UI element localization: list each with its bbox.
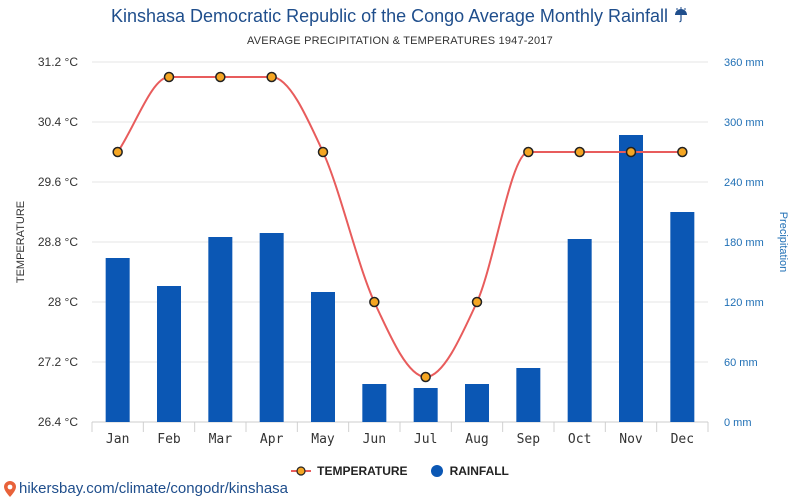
y-left-axis-title: TEMPERATURE [15, 201, 27, 283]
y-right-tick-label: 120 mm [724, 297, 764, 309]
axes: 31.2 °C 30.4 °C 29.6 °C 28.8 °C 28 °C 27.2 °C… [15, 55, 789, 447]
rainfall-bar[interactable] [516, 368, 541, 422]
x-tick-label: Nov [619, 432, 643, 447]
x-tick-label: Oct [568, 432, 591, 447]
temperature-point[interactable] [369, 296, 380, 308]
temperature-point[interactable] [317, 146, 329, 158]
rainfall-bar[interactable] [619, 135, 643, 422]
rainfall-bar[interactable] [259, 233, 284, 422]
temperature-point[interactable] [625, 146, 637, 158]
temperature-point[interactable] [677, 146, 688, 158]
temperature-point[interactable] [523, 146, 534, 158]
chart-subtitle: AVERAGE PRECIPITATION & TEMPERATURES 194… [247, 35, 553, 47]
x-tick-label: Jul [414, 432, 437, 447]
y-right-tick-label: 240 mm [724, 177, 764, 189]
y-right-axis-title: Precipitation [777, 212, 789, 273]
y-left-tick-label: 28 °C [48, 295, 78, 309]
legend-item-rainfall[interactable]: RAINFALL [430, 464, 509, 478]
legend-label-rainfall: RAINFALL [449, 464, 509, 478]
temperature-line-layer [112, 71, 688, 383]
umbrella-rain-icon [675, 7, 687, 23]
x-tick-label: May [311, 432, 335, 447]
x-tick-label: Dec [671, 432, 694, 447]
x-tick-label: Apr [260, 432, 284, 447]
rainfall-bar[interactable] [105, 258, 130, 422]
footer[interactable]: hikersbay.com/climate/congodr/kinshasa [4, 480, 288, 497]
rainfall-bar[interactable] [413, 388, 438, 422]
chart-title-text: Kinshasa Democratic Republic of the Cong… [111, 6, 668, 26]
rainfall-legend-icon [430, 465, 443, 477]
rainfall-bars [105, 135, 695, 422]
temperature-point[interactable] [471, 296, 483, 308]
rainfall-bar[interactable] [362, 384, 387, 422]
x-tick-label: Aug [465, 432, 488, 447]
temperature-legend-icon [291, 466, 312, 476]
chart-title: Kinshasa Democratic Republic of the Cong… [0, 6, 800, 27]
grid-layer [91, 61, 709, 432]
y-left-tick-label: 28.8 °C [38, 235, 78, 249]
x-tick-label: Jan [106, 432, 129, 447]
y-left-tick-label: 31.2 °C [38, 55, 78, 69]
temperature-point[interactable] [574, 146, 585, 158]
footer-link[interactable]: hikersbay.com/climate/congodr/kinshasa [19, 480, 289, 497]
x-tick-label: Sep [517, 432, 541, 447]
temperature-point[interactable] [420, 371, 431, 383]
x-tick-label: Mar [209, 432, 233, 447]
y-left-tick-label: 29.6 °C [38, 175, 78, 189]
x-tick-label: Jun [363, 432, 386, 447]
rainfall-bar[interactable] [670, 212, 695, 422]
climate-chart: 31.2 °C 30.4 °C 29.6 °C 28.8 °C 28 °C 27.2 °C… [15, 55, 789, 447]
map-pin-icon [4, 480, 16, 497]
temperature-point[interactable] [112, 146, 123, 158]
y-right-tick-label: 60 mm [724, 357, 758, 369]
y-right-tick-label: 360 mm [724, 57, 764, 69]
temperature-point[interactable] [215, 71, 226, 83]
temperature-point[interactable] [266, 71, 277, 83]
rainfall-bar[interactable] [567, 239, 592, 422]
y-right-tick-label: 300 mm [724, 117, 764, 129]
y-left-tick-label: 30.4 °C [38, 115, 78, 129]
y-right-tick-label: 180 mm [724, 237, 764, 249]
x-tick-label: Feb [157, 432, 181, 447]
rainfall-bar[interactable] [157, 286, 181, 422]
y-left-tick-label: 26.4 °C [38, 415, 78, 429]
legend-label-temperature: TEMPERATURE [317, 464, 408, 478]
rainfall-bar[interactable] [465, 384, 489, 422]
y-left-tick-label: 27.2 °C [38, 355, 78, 369]
legend: TEMPERATURE RAINFALL [0, 464, 800, 478]
rainfall-bar[interactable] [311, 292, 335, 422]
rainfall-bar[interactable] [208, 237, 233, 422]
legend-item-temperature[interactable]: TEMPERATURE [291, 464, 408, 478]
temperature-point[interactable] [163, 71, 175, 83]
y-right-tick-label: 0 mm [724, 417, 752, 429]
